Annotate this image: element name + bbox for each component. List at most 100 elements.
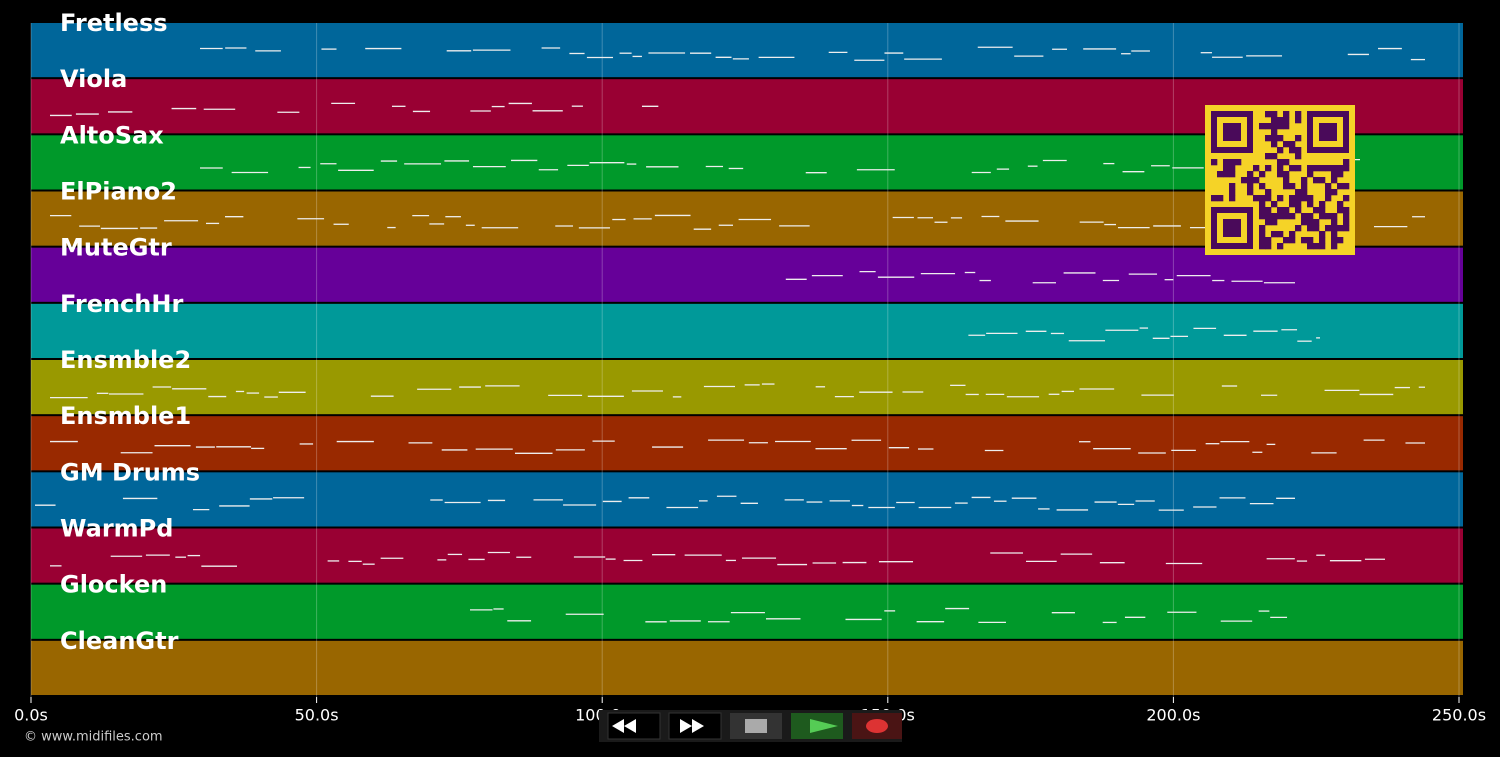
track-label: Fretless [60, 9, 168, 37]
qr-module [1313, 165, 1320, 172]
qr-module [1295, 195, 1302, 202]
qr-module [1307, 243, 1314, 250]
qr-module [1229, 189, 1236, 196]
qr-module [1343, 165, 1350, 172]
track-label: WarmPd [60, 515, 173, 543]
qr-module [1295, 153, 1302, 160]
qr-module [1295, 135, 1302, 142]
qr-module [1211, 195, 1218, 202]
qr-module [1295, 165, 1302, 172]
qr-module [1301, 183, 1308, 190]
qr-module [1313, 177, 1320, 184]
qr-module [1265, 219, 1272, 226]
qr-module [1229, 183, 1236, 190]
qr-module [1247, 171, 1254, 178]
transport-controls [599, 710, 902, 742]
qr-module [1331, 231, 1338, 238]
qr-module [1277, 171, 1284, 178]
fast-forward-icon [680, 719, 704, 733]
qr-module [1325, 165, 1332, 172]
qr-module [1235, 159, 1242, 166]
qr-module [1283, 123, 1290, 130]
qr-module [1265, 237, 1272, 244]
qr-module [1277, 159, 1284, 166]
track-lane [31, 247, 1463, 302]
play-button[interactable] [791, 713, 843, 739]
rewind-icon [612, 719, 636, 733]
stop-button[interactable] [730, 713, 782, 739]
qr-module [1295, 189, 1302, 196]
qr-module [1283, 207, 1290, 214]
qr-module [1307, 213, 1314, 220]
qr-module [1259, 237, 1266, 244]
qr-module [1277, 213, 1284, 220]
tick-label: 0.0s [14, 706, 48, 725]
qr-module [1337, 183, 1344, 190]
qr-module [1289, 147, 1296, 154]
qr-module [1301, 219, 1308, 226]
qr-module [1277, 117, 1284, 124]
qr-module [1295, 207, 1302, 214]
record-button[interactable] [852, 713, 902, 739]
qr-module [1337, 165, 1344, 172]
qr-module [1223, 159, 1230, 166]
qr-module [1331, 171, 1338, 178]
track-label: FrenchHr [60, 290, 183, 318]
track-labels: Fretless Viola AltoSax ElPiano2 MuteGtr Frenc… [60, 9, 200, 655]
qr-module [1337, 201, 1344, 208]
qr-module [1337, 171, 1344, 178]
qr-module [1289, 165, 1296, 172]
qr-module [1271, 231, 1278, 238]
qr-module [1319, 243, 1326, 250]
qr-module [1325, 183, 1332, 190]
qr-module [1265, 189, 1272, 196]
qr-module [1301, 189, 1308, 196]
qr-module [1277, 147, 1284, 154]
qr-module [1253, 195, 1260, 202]
qr-module [1337, 237, 1344, 244]
qr-module [1319, 237, 1326, 244]
qr-module [1247, 189, 1254, 196]
track-label: ElPiano2 [60, 178, 177, 206]
grid [30, 23, 1460, 697]
qr-module [1331, 177, 1338, 184]
qr-code [1205, 105, 1355, 255]
qr-module [1229, 195, 1236, 202]
qr-module [1325, 225, 1332, 232]
qr-module [1217, 195, 1224, 202]
stop-icon [745, 719, 767, 733]
qr-module [1271, 201, 1278, 208]
qr-module [1277, 165, 1284, 172]
qr-module [1313, 225, 1320, 232]
qr-module [1265, 213, 1272, 220]
rewind-button[interactable] [607, 712, 661, 740]
qr-module [1301, 213, 1308, 220]
qr-module [1337, 207, 1344, 214]
qr-module [1277, 207, 1284, 214]
qr-module [1301, 237, 1308, 244]
qr-module [1289, 195, 1296, 202]
qr-module [1229, 171, 1236, 178]
qr-module [1259, 213, 1266, 220]
qr-module [1265, 111, 1272, 118]
qr-module [1259, 171, 1266, 178]
qr-module [1289, 183, 1296, 190]
track-lane [31, 472, 1463, 527]
qr-module [1343, 213, 1350, 220]
track-lane [31, 303, 1463, 358]
qr-module [1295, 117, 1302, 124]
qr-module [1283, 177, 1290, 184]
qr-module [1265, 207, 1272, 214]
qr-module [1271, 135, 1278, 142]
qr-module [1259, 207, 1266, 214]
qr-module [1319, 213, 1326, 220]
qr-module [1283, 183, 1290, 190]
qr-finder [1223, 219, 1241, 237]
qr-module [1241, 177, 1248, 184]
qr-module [1331, 219, 1338, 226]
qr-module [1319, 207, 1326, 214]
fast-forward-button[interactable] [668, 712, 722, 740]
qr-module [1307, 171, 1314, 178]
track-label: Viola [60, 65, 127, 93]
